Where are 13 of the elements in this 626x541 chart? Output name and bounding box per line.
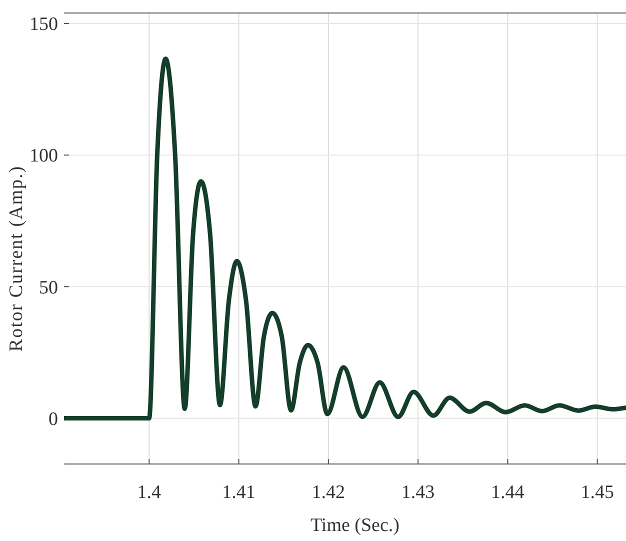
x-tick-label: 1.41 <box>222 482 256 503</box>
x-tick-label: 1.4 <box>137 482 162 503</box>
line-series <box>64 56 626 420</box>
x-tick-label: 1.45 <box>580 482 614 503</box>
y-tick-label: 0 <box>48 408 58 430</box>
x-tick-label: 1.42 <box>312 482 346 503</box>
x-tick-label: 1.44 <box>491 482 525 503</box>
x-axis-title: Time (Sec.) <box>310 515 400 536</box>
x-tick-label: 1.43 <box>401 482 435 503</box>
y-tick-label: 50 <box>39 277 58 298</box>
y-tick-label: 150 <box>30 14 58 36</box>
y-tick-label: 100 <box>30 146 58 167</box>
y-axis-title: Rotor Current (Amp.) <box>6 165 27 352</box>
